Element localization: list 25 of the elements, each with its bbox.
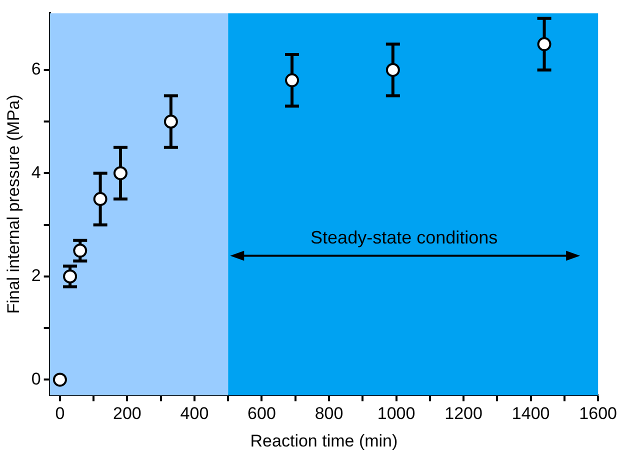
y-tick-label: 4: [31, 162, 41, 182]
x-tick-label: 1600: [579, 404, 618, 424]
x-tick-label: 1200: [444, 404, 482, 424]
x-tick-label: 1000: [377, 404, 416, 424]
x-tick-label: 600: [248, 404, 276, 424]
y-tick-label: 6: [31, 60, 41, 79]
x-tick-label: 400: [180, 404, 209, 424]
point: [113, 166, 128, 180]
x-tick-label: 200: [113, 404, 142, 424]
point: [73, 244, 88, 258]
annotation: Steady-state conditions: [310, 228, 498, 248]
point: [386, 62, 400, 77]
point: [285, 73, 300, 88]
point: [164, 114, 178, 129]
point: [93, 192, 108, 206]
x-tick-label: 0: [55, 404, 65, 424]
y-tick-label: 0: [31, 369, 41, 388]
x-tick-label: 800: [314, 404, 344, 424]
y-tick-label: 2: [31, 266, 41, 286]
point: [52, 372, 67, 387]
point: [63, 269, 78, 284]
x-tick-label: 1400: [512, 404, 550, 424]
point: [537, 37, 552, 52]
x-axis-title: Reaction time (min): [250, 431, 398, 450]
y-axis-title: Final internal pressure (MPa): [4, 94, 23, 314]
